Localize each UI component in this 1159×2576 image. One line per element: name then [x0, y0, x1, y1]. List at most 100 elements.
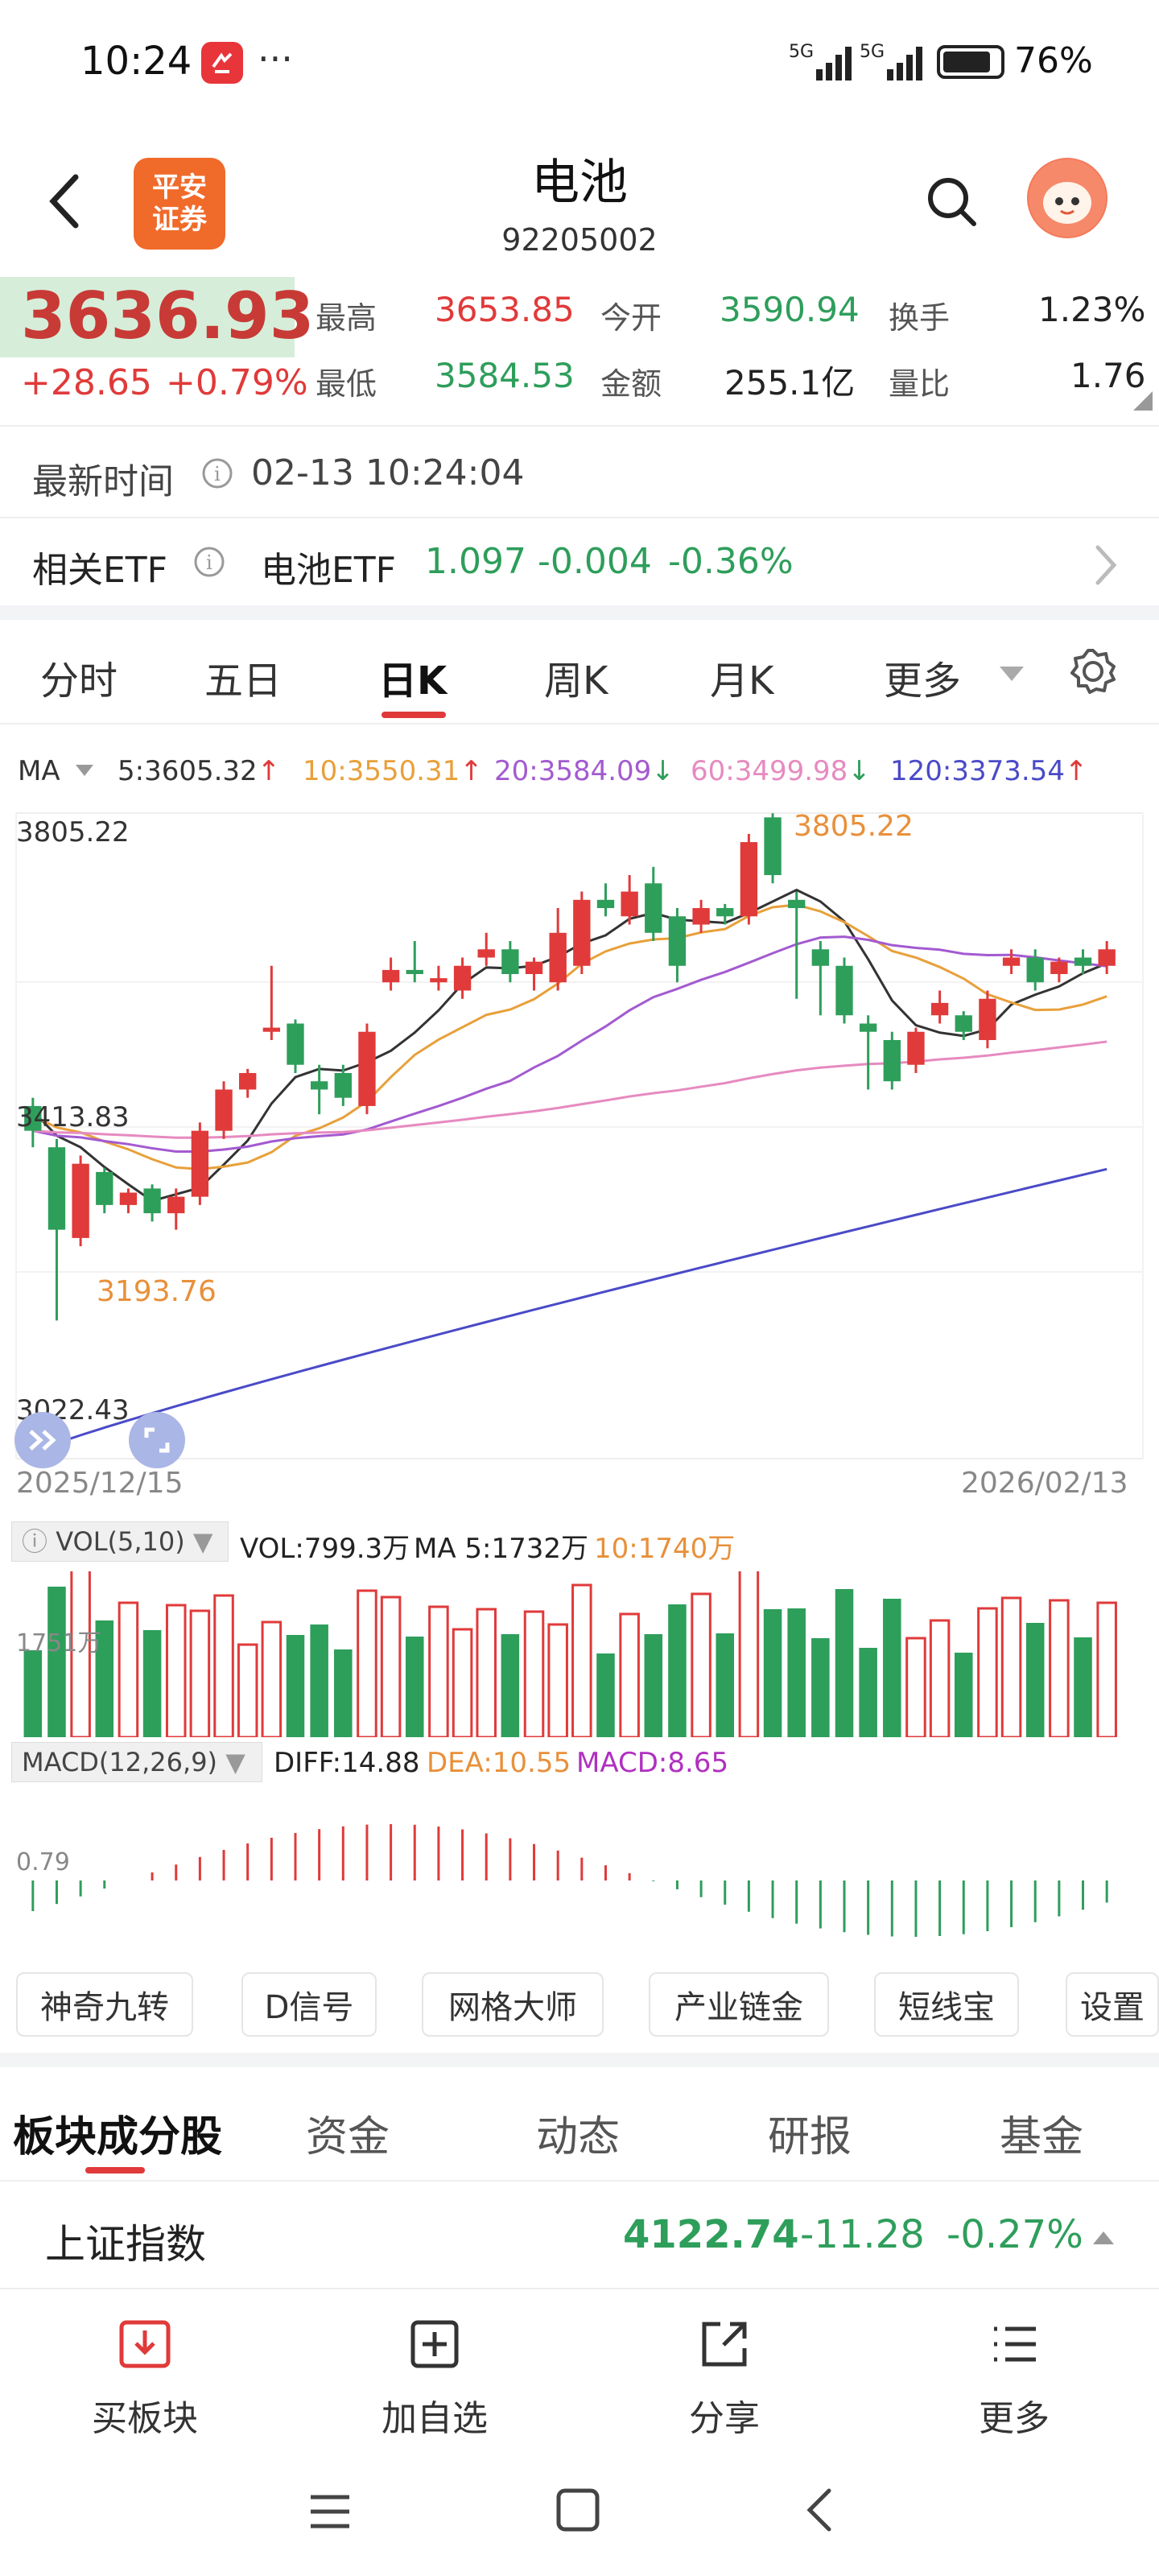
tab-news[interactable]: 动态: [536, 2113, 621, 2161]
divider: [0, 723, 1159, 724]
candle: [788, 891, 806, 999]
broker-logo[interactable]: 平安 证券: [134, 158, 225, 250]
candle: [1098, 941, 1116, 975]
tab-more[interactable]: 更多: [884, 658, 962, 704]
candle: [143, 1184, 161, 1222]
tool-grid-master[interactable]: 网格大师: [422, 1972, 604, 2037]
candle: [24, 1097, 42, 1148]
gear-icon[interactable]: [1069, 647, 1117, 696]
caret-down-icon: [76, 765, 93, 776]
tab-monthly-k[interactable]: 月K: [710, 658, 774, 704]
candle: [835, 957, 853, 1024]
volume-bar: [501, 1634, 520, 1737]
candle: [907, 1027, 925, 1073]
back-nav-icon[interactable]: [797, 2486, 845, 2534]
volume-bar: [523, 1610, 545, 1739]
turnover-label: 换手: [889, 300, 951, 336]
caret-up-icon[interactable]: [1091, 2228, 1116, 2246]
tab-intraday[interactable]: 分时: [40, 658, 118, 704]
candle: [764, 813, 782, 884]
add-watchlist-button[interactable]: 加自选: [354, 2314, 515, 2441]
macd-indicator-button[interactable]: MACD(12,26,9) ▼: [11, 1742, 262, 1782]
menu-icon[interactable]: [306, 2487, 354, 2536]
macd-legend: MACD(12,26,9) ▼ DIFF:14.88 DEA:10.55 MAC…: [0, 1739, 1159, 1792]
tool-d-signal[interactable]: D信号: [241, 1972, 377, 2037]
y-axis-top-label: 3805.22: [16, 816, 130, 848]
tab-research[interactable]: 研报: [768, 2113, 852, 2161]
volume-svg: [23, 1560, 1117, 1739]
divider: [0, 2180, 1159, 2182]
home-icon[interactable]: [554, 2486, 602, 2534]
volume-bar: [619, 1612, 640, 1739]
tool-settings[interactable]: 设置: [1066, 1972, 1159, 2037]
volume-bar: [977, 1607, 998, 1739]
ma10-value: 10:3550.31↑: [303, 755, 483, 787]
tab-weekly-k[interactable]: 周K: [544, 658, 608, 704]
tool-magic-nine[interactable]: 神奇九转: [16, 1972, 193, 2037]
ma5-value: 5:3605.32↑: [118, 755, 281, 787]
tab-funds[interactable]: 基金: [1000, 2113, 1084, 2161]
info-icon: ⓘ: [22, 1526, 56, 1557]
ma-label: MA: [18, 755, 60, 787]
info-icon[interactable]: i: [193, 546, 225, 578]
open-value: 3590.94: [720, 290, 860, 329]
active-section-indicator: [85, 2167, 145, 2174]
etf-price: 1.097: [425, 541, 526, 582]
candle: [215, 1081, 233, 1139]
tab-constituents[interactable]: 板块成分股: [13, 2113, 223, 2161]
candle: [692, 899, 710, 933]
candle: [310, 1064, 328, 1115]
volume-indicator-button[interactable]: ⓘ VOL(5,10) ▼: [11, 1521, 229, 1562]
candlestick-chart[interactable]: 3805.22 3413.83 3022.43 3805.22 3193.76 …: [0, 797, 1159, 1505]
caret-down-icon: ▼: [184, 1526, 213, 1557]
volume-bar: [357, 1589, 377, 1739]
volume-bar: [213, 1594, 234, 1739]
volume-bar: [738, 1563, 760, 1739]
expand-left-button[interactable]: [14, 1412, 71, 1468]
section-divider: [0, 605, 1159, 620]
info-icon[interactable]: i: [201, 457, 233, 489]
price-change: +28.65: [21, 362, 152, 403]
volume-bar: [883, 1599, 901, 1737]
volume-bar: [452, 1628, 473, 1739]
volume-bar: [1074, 1637, 1092, 1737]
volume-bar: [286, 1635, 305, 1737]
status-bar: 10:24 ··· 5G 5G 76%: [0, 0, 1159, 129]
tab-five-day[interactable]: 五日: [204, 658, 283, 704]
more-button[interactable]: 更多: [934, 2314, 1095, 2441]
tool-short-term[interactable]: 短线宝: [874, 1972, 1019, 2037]
low-label: 最低: [316, 366, 377, 402]
logo-line-1: 平安: [152, 171, 207, 204]
back-button[interactable]: [40, 169, 97, 233]
volume-chart[interactable]: 1751万: [0, 1560, 1159, 1739]
search-icon[interactable]: [924, 174, 980, 230]
share-button[interactable]: 分享: [644, 2314, 805, 2441]
y-axis-mid-label: 3413.83: [16, 1101, 130, 1133]
index-ticker-row[interactable]: 上证指数 4122.74 -11.28 -0.27%: [0, 2183, 1159, 2288]
tab-capital[interactable]: 资金: [306, 2113, 390, 2161]
date-start-label: 2025/12/15: [16, 1467, 184, 1500]
download-box-icon: [119, 2320, 171, 2368]
signal-strength-icon-2: [887, 47, 922, 80]
double-chevron-right-icon: [29, 1430, 56, 1451]
macd-chart[interactable]: 0.79: [0, 1792, 1159, 1961]
volume-bar: [1025, 1623, 1045, 1737]
buy-sector-button[interactable]: 买板块: [64, 2314, 225, 2441]
tool-industry-chain[interactable]: 产业链金: [649, 1972, 829, 2037]
macd-svg: [31, 1824, 1108, 1937]
app-notification-icon: [201, 42, 243, 84]
svg-text:i: i: [214, 463, 221, 485]
assistant-avatar[interactable]: [1027, 158, 1107, 238]
tab-daily-k[interactable]: 日K: [378, 658, 448, 704]
min-price-marker: 3193.76: [97, 1275, 217, 1308]
volume-value: VOL:799.3万: [240, 1533, 410, 1565]
status-more-dots: ···: [258, 37, 293, 80]
ma-legend[interactable]: MA 5:3605.32↑ 10:3550.31↑ 20:3584.09↓ 60…: [0, 741, 1159, 797]
update-label: 最新时间: [32, 461, 174, 502]
candle: [573, 891, 591, 975]
etf-name: 电池ETF: [261, 550, 396, 591]
fullscreen-button[interactable]: [129, 1412, 185, 1468]
related-etf-row[interactable]: 相关ETF i 电池ETF 1.097 -0.004 -0.36%: [0, 520, 1159, 605]
candle: [453, 957, 472, 999]
volume-bar: [596, 1653, 615, 1737]
